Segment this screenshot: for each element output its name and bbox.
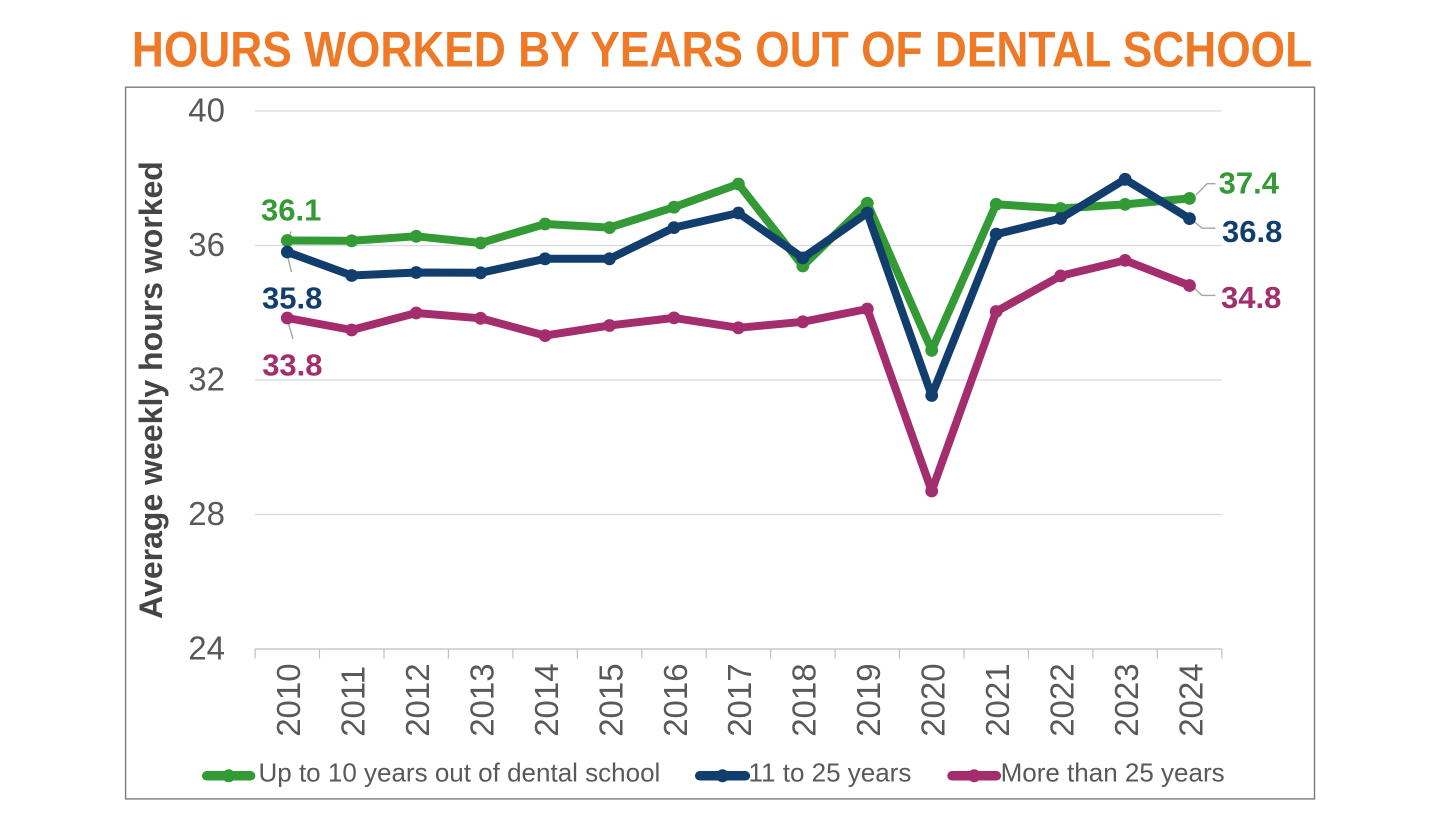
svg-text:36: 36 (188, 226, 225, 263)
svg-text:2021: 2021 (979, 663, 1016, 736)
svg-text:Average weekly hours worked: Average weekly hours worked (133, 161, 169, 619)
svg-text:2024: 2024 (1172, 663, 1209, 736)
svg-text:2016: 2016 (657, 663, 694, 736)
svg-text:More than 25 years: More than 25 years (1001, 758, 1225, 788)
svg-text:24: 24 (188, 630, 225, 667)
svg-text:HOURS WORKED BY YEARS OUT OF D: HOURS WORKED BY YEARS OUT OF DENTAL SCHO… (132, 22, 1312, 78)
svg-text:36.8: 36.8 (1222, 214, 1282, 249)
svg-text:33.8: 33.8 (262, 347, 322, 382)
svg-text:2013: 2013 (463, 663, 500, 736)
svg-text:37.4: 37.4 (1219, 166, 1280, 201)
svg-text:2014: 2014 (528, 663, 565, 736)
svg-text:34.8: 34.8 (1221, 280, 1281, 315)
svg-text:2015: 2015 (592, 663, 629, 736)
svg-text:2011: 2011 (335, 666, 372, 737)
svg-text:Up to 10 years out of dental s: Up to 10 years out of dental school (259, 758, 661, 788)
svg-text:32: 32 (188, 361, 225, 398)
svg-text:2022: 2022 (1043, 663, 1080, 736)
svg-text:2019: 2019 (850, 663, 887, 736)
svg-text:2018: 2018 (786, 663, 823, 736)
svg-text:2017: 2017 (721, 663, 758, 736)
svg-text:11 to 25 years: 11 to 25 years (749, 758, 912, 788)
svg-text:2012: 2012 (399, 663, 436, 736)
svg-text:2023: 2023 (1108, 663, 1145, 736)
svg-text:40: 40 (188, 92, 225, 129)
svg-text:36.1: 36.1 (261, 193, 321, 228)
svg-text:28: 28 (188, 495, 225, 532)
svg-text:2020: 2020 (915, 663, 952, 736)
svg-text:2010: 2010 (270, 663, 307, 736)
svg-text:35.8: 35.8 (262, 281, 322, 316)
